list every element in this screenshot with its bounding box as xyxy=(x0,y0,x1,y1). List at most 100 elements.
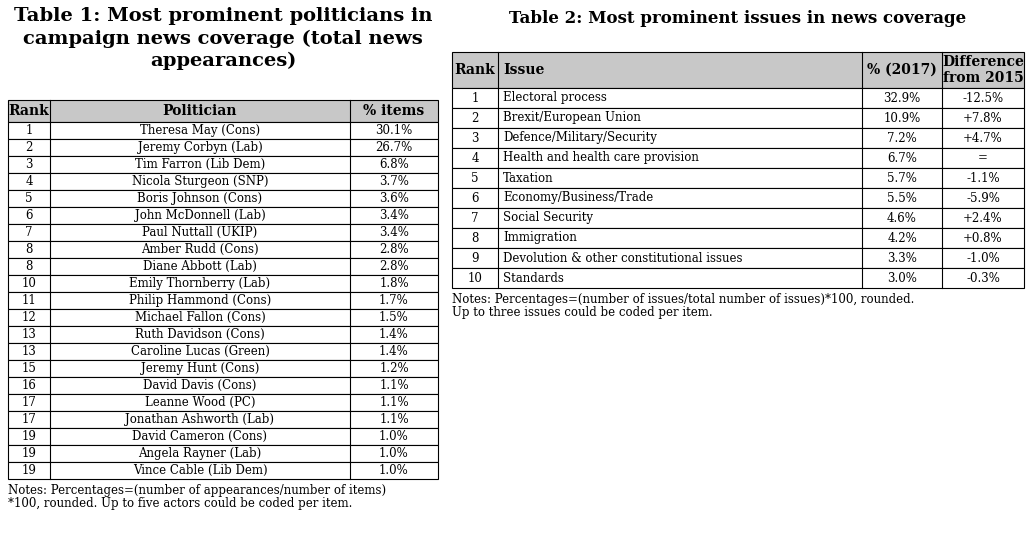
Text: 3.6%: 3.6% xyxy=(379,192,409,205)
Bar xyxy=(452,188,1024,208)
Bar xyxy=(452,148,1024,168)
Text: 7: 7 xyxy=(472,211,479,224)
Text: John McDonnell (Lab): John McDonnell (Lab) xyxy=(134,209,265,222)
Bar xyxy=(8,326,438,343)
Text: Immigration: Immigration xyxy=(503,232,577,245)
Text: 4: 4 xyxy=(25,175,33,188)
Bar xyxy=(8,139,438,156)
Text: Social Security: Social Security xyxy=(503,211,593,224)
Bar xyxy=(8,462,438,479)
Text: 19: 19 xyxy=(22,447,36,460)
Text: Difference
from 2015: Difference from 2015 xyxy=(942,55,1024,85)
Bar xyxy=(452,88,1024,108)
Text: Boris Johnson (Cons): Boris Johnson (Cons) xyxy=(137,192,262,205)
Bar xyxy=(452,168,1024,188)
Bar xyxy=(8,190,438,207)
Text: 13: 13 xyxy=(22,328,36,341)
Text: 17: 17 xyxy=(22,396,36,409)
Text: Economy/Business/Trade: Economy/Business/Trade xyxy=(503,192,653,205)
Text: Michael Fallon (Cons): Michael Fallon (Cons) xyxy=(134,311,265,324)
Text: 19: 19 xyxy=(22,464,36,477)
Text: Vince Cable (Lib Dem): Vince Cable (Lib Dem) xyxy=(133,464,267,477)
Text: Caroline Lucas (Green): Caroline Lucas (Green) xyxy=(131,345,269,358)
Bar xyxy=(8,275,438,292)
Text: Standards: Standards xyxy=(503,271,563,285)
Text: Notes: Percentages=(number of issues/total number of issues)*100, rounded.: Notes: Percentages=(number of issues/tot… xyxy=(452,293,914,306)
Bar xyxy=(452,208,1024,228)
Text: -1.1%: -1.1% xyxy=(966,171,1000,185)
Text: 2: 2 xyxy=(472,112,479,124)
Text: 32.9%: 32.9% xyxy=(883,91,921,105)
Text: 4.2%: 4.2% xyxy=(888,232,916,245)
Text: 4.6%: 4.6% xyxy=(888,211,917,224)
Text: 7.2%: 7.2% xyxy=(888,131,916,145)
Text: % (2017): % (2017) xyxy=(867,63,937,77)
Text: 3: 3 xyxy=(25,158,33,171)
Text: 3.0%: 3.0% xyxy=(888,271,917,285)
Text: 8: 8 xyxy=(472,232,479,245)
Text: 1.0%: 1.0% xyxy=(379,430,409,443)
Text: Amber Rudd (Cons): Amber Rudd (Cons) xyxy=(141,243,259,256)
Text: Brexit/European Union: Brexit/European Union xyxy=(503,112,641,124)
Text: Jonathan Ashworth (Lab): Jonathan Ashworth (Lab) xyxy=(126,413,275,426)
Text: +2.4%: +2.4% xyxy=(963,211,1003,224)
Text: +0.8%: +0.8% xyxy=(963,232,1003,245)
Text: 3: 3 xyxy=(472,131,479,145)
Text: 3.7%: 3.7% xyxy=(379,175,409,188)
Text: +4.7%: +4.7% xyxy=(963,131,1003,145)
Text: 12: 12 xyxy=(22,311,36,324)
Text: Up to three issues could be coded per item.: Up to three issues could be coded per it… xyxy=(452,306,713,319)
Text: 1.4%: 1.4% xyxy=(379,328,409,341)
Text: Electoral process: Electoral process xyxy=(503,91,607,105)
Text: *100, rounded. Up to five actors could be coded per item.: *100, rounded. Up to five actors could b… xyxy=(8,497,352,510)
Text: Health and health care provision: Health and health care provision xyxy=(503,152,699,164)
Text: 2: 2 xyxy=(26,141,33,154)
Text: 26.7%: 26.7% xyxy=(376,141,413,154)
Text: 11: 11 xyxy=(22,294,36,307)
Text: Notes: Percentages=(number of appearances/number of items): Notes: Percentages=(number of appearance… xyxy=(8,484,386,497)
Text: 6.7%: 6.7% xyxy=(888,152,917,164)
Text: 7: 7 xyxy=(25,226,33,239)
Text: 1.1%: 1.1% xyxy=(379,413,409,426)
Text: 6: 6 xyxy=(25,209,33,222)
Bar xyxy=(452,228,1024,248)
Text: Table 2: Most prominent issues in news coverage: Table 2: Most prominent issues in news c… xyxy=(510,10,967,27)
Bar xyxy=(452,52,1024,88)
Text: 10: 10 xyxy=(467,271,482,285)
Text: 17: 17 xyxy=(22,413,36,426)
Text: 8: 8 xyxy=(26,243,33,256)
Text: Angela Rayner (Lab): Angela Rayner (Lab) xyxy=(138,447,262,460)
Text: 10: 10 xyxy=(22,277,36,290)
Text: Jeremy Corbyn (Lab): Jeremy Corbyn (Lab) xyxy=(137,141,262,154)
Text: Rank: Rank xyxy=(8,104,50,118)
Text: +7.8%: +7.8% xyxy=(963,112,1003,124)
Text: 16: 16 xyxy=(22,379,36,392)
Text: 1.0%: 1.0% xyxy=(379,464,409,477)
Text: 1.0%: 1.0% xyxy=(379,447,409,460)
Bar xyxy=(8,445,438,462)
Bar xyxy=(452,128,1024,148)
Text: 5: 5 xyxy=(472,171,479,185)
Text: 6: 6 xyxy=(472,192,479,205)
Bar xyxy=(452,268,1024,288)
Text: % items: % items xyxy=(363,104,424,118)
Text: Philip Hammond (Cons): Philip Hammond (Cons) xyxy=(129,294,271,307)
Bar xyxy=(8,122,438,139)
Text: Table 1: Most prominent politicians in
campaign news coverage (total news
appear: Table 1: Most prominent politicians in c… xyxy=(13,7,432,70)
Text: -12.5%: -12.5% xyxy=(963,91,1003,105)
Bar xyxy=(8,377,438,394)
Text: Ruth Davidson (Cons): Ruth Davidson (Cons) xyxy=(135,328,265,341)
Text: 3.4%: 3.4% xyxy=(379,226,409,239)
Text: Taxation: Taxation xyxy=(503,171,553,185)
Text: -5.9%: -5.9% xyxy=(966,192,1000,205)
Bar xyxy=(8,411,438,428)
Text: 1: 1 xyxy=(26,124,33,137)
Bar xyxy=(8,360,438,377)
Text: 5.5%: 5.5% xyxy=(888,192,917,205)
Text: =: = xyxy=(978,152,988,164)
Text: David Cameron (Cons): David Cameron (Cons) xyxy=(132,430,267,443)
Text: 1.7%: 1.7% xyxy=(379,294,409,307)
Bar xyxy=(8,309,438,326)
Text: 5: 5 xyxy=(25,192,33,205)
Text: Theresa May (Cons): Theresa May (Cons) xyxy=(140,124,260,137)
